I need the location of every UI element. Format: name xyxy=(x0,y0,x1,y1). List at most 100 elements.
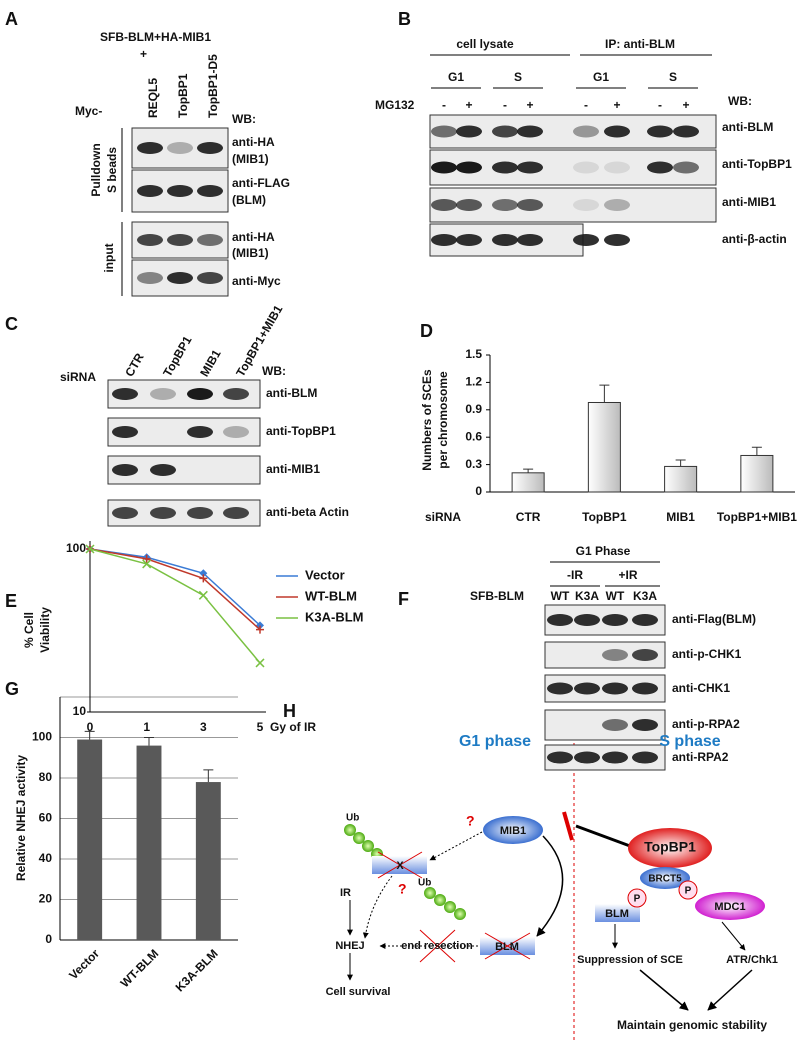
title: SFB-BLM+HA-MIB1 xyxy=(100,30,211,44)
label: anti-TopBP1 xyxy=(722,157,792,171)
error-bar xyxy=(203,769,214,783)
label: per chromosome xyxy=(436,371,450,469)
label: - xyxy=(584,98,588,112)
brct5-shape xyxy=(640,867,690,889)
marker xyxy=(198,590,208,600)
band xyxy=(197,185,223,197)
label: Pulldown xyxy=(89,143,103,196)
label: anti-FLAG xyxy=(232,176,290,190)
band xyxy=(456,125,482,138)
label: anti-TopBP1 xyxy=(266,424,336,438)
label: X xyxy=(396,860,404,872)
label: WB: xyxy=(262,364,286,378)
band xyxy=(573,125,599,138)
y-tick-label: 1.5 xyxy=(465,347,482,361)
marker xyxy=(255,658,265,668)
label: anti-RPA2 xyxy=(672,750,729,764)
line xyxy=(89,548,261,626)
label: K3A xyxy=(575,589,599,603)
label: WB: xyxy=(232,112,256,126)
line xyxy=(89,548,261,631)
phase-title: G1 phase xyxy=(459,733,531,750)
diagram-shapes xyxy=(344,725,765,1040)
label: ? xyxy=(466,813,475,829)
label: +IR xyxy=(618,568,637,582)
band xyxy=(223,388,249,400)
band xyxy=(167,185,193,197)
label: anti-MIB1 xyxy=(722,195,776,209)
marker xyxy=(199,569,208,578)
label: IP: anti-BLM xyxy=(605,37,675,51)
marker xyxy=(85,544,95,554)
x-tick-label: 5 xyxy=(257,720,264,734)
band xyxy=(137,185,163,197)
band xyxy=(456,199,482,211)
cross xyxy=(484,932,531,960)
band xyxy=(197,234,223,246)
label: anti-p-CHK1 xyxy=(672,647,742,661)
legend-label: WT-BLM xyxy=(305,588,357,603)
label: + xyxy=(613,98,620,112)
label: + xyxy=(526,98,533,112)
error-bar xyxy=(751,446,762,456)
x-tick-label: K3A-BLM xyxy=(173,946,221,994)
band xyxy=(602,614,628,626)
band xyxy=(150,507,176,519)
label: ? xyxy=(398,881,407,897)
label: TopBP1 xyxy=(644,839,696,855)
bar xyxy=(587,401,621,493)
band xyxy=(492,234,518,246)
band xyxy=(574,614,600,626)
bar xyxy=(77,739,103,940)
label: BRCT5 xyxy=(648,874,682,885)
label: anti-HA xyxy=(232,230,275,244)
band xyxy=(431,125,457,138)
inhibition-line xyxy=(575,824,631,848)
label: Numbers of SCEs xyxy=(420,369,434,471)
mib1-shape xyxy=(483,816,543,844)
band xyxy=(574,751,600,764)
label: Viability xyxy=(38,607,52,653)
label: WT xyxy=(606,589,625,603)
panel-label: F xyxy=(398,589,409,609)
band xyxy=(150,388,176,400)
label: + xyxy=(682,98,689,112)
band xyxy=(573,199,599,211)
x-tick-label: 3 xyxy=(200,720,207,734)
label: Suppression of SCE xyxy=(577,954,683,966)
label: S xyxy=(514,70,522,84)
label: P xyxy=(685,886,692,897)
label: S beads xyxy=(105,147,119,193)
label: NHEJ xyxy=(335,940,364,952)
error-bar xyxy=(523,468,534,473)
band xyxy=(187,507,213,519)
band xyxy=(574,682,600,695)
x-tick-label: 1 xyxy=(143,720,150,734)
label: anti-Myc xyxy=(232,274,281,288)
panel-label: B xyxy=(398,9,411,29)
label: P xyxy=(634,894,641,905)
label: anti-CHK1 xyxy=(672,681,730,695)
label: end resection xyxy=(401,940,473,952)
label: G1 Phase xyxy=(576,544,631,558)
x-tick-label: TopBP1 xyxy=(582,510,627,524)
label: + xyxy=(140,47,147,61)
y-tick-label: 1.2 xyxy=(465,375,482,389)
band xyxy=(547,614,573,626)
band xyxy=(197,142,223,154)
panel-label: C xyxy=(5,314,18,334)
band xyxy=(112,464,138,476)
band xyxy=(632,649,658,661)
y-tick-label: 40 xyxy=(39,851,53,865)
phospho-shape xyxy=(627,888,647,908)
y-tick-label: 100 xyxy=(32,730,52,744)
band xyxy=(517,234,543,246)
label: (MIB1) xyxy=(232,152,269,166)
label: Ub xyxy=(418,878,431,889)
panel-label: G xyxy=(5,679,19,699)
band xyxy=(573,234,599,246)
label: TopBP1 xyxy=(160,333,195,379)
band xyxy=(673,125,699,138)
phase-title: S phase xyxy=(659,733,720,750)
x-axis-label: siRNA xyxy=(425,510,461,524)
